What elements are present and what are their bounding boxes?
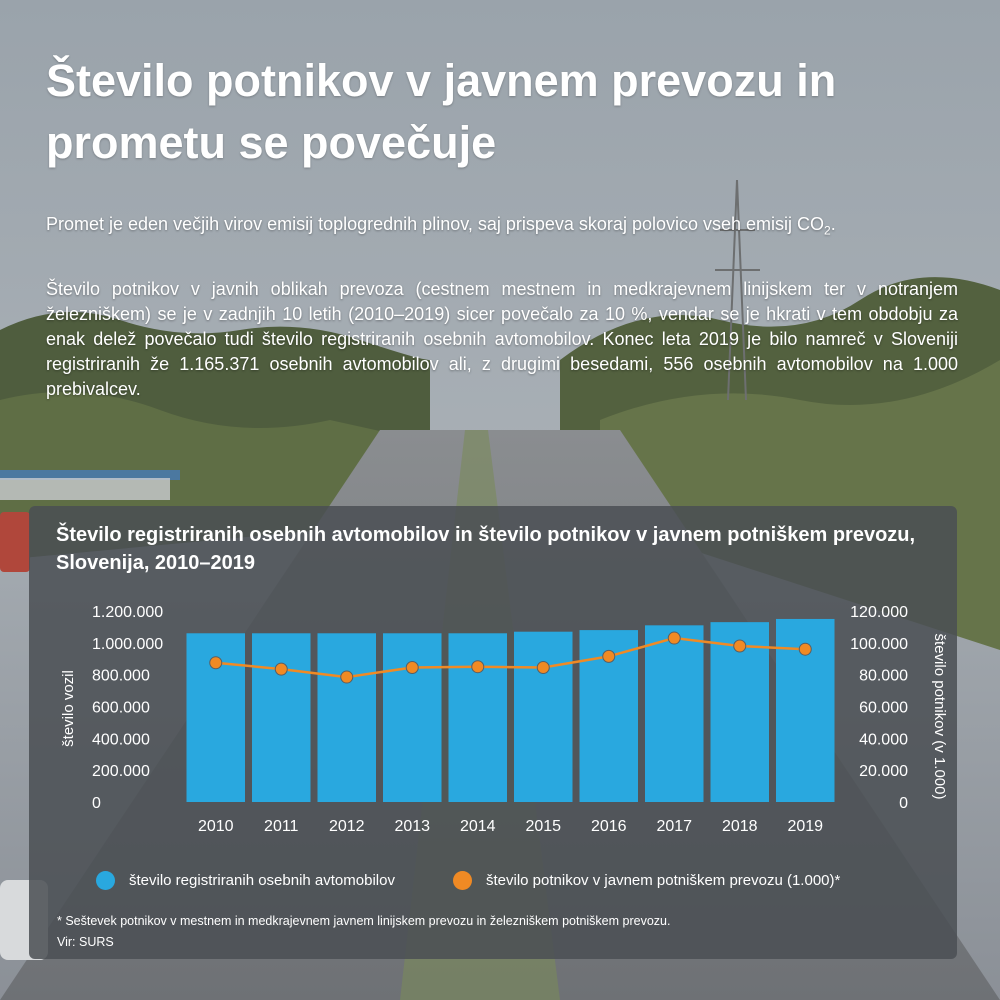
y-tick-right: 60.000 xyxy=(859,700,908,717)
y-axis-label-left: število vozil xyxy=(60,670,77,747)
y-tick-left: 800.000 xyxy=(92,668,150,685)
passenger-point xyxy=(340,670,354,684)
y-tick-right: 120.000 xyxy=(850,604,908,621)
y-tick-left: 400.000 xyxy=(92,731,150,748)
detail-paragraph: Število potnikov v javnih oblikah prevoz… xyxy=(46,279,958,399)
legend-label-cars: število registriranih osebnih avtomobilo… xyxy=(129,871,395,889)
passenger-point xyxy=(405,661,419,675)
x-tick-label: 2015 xyxy=(525,818,561,835)
x-tick-label: 2018 xyxy=(722,818,758,835)
footnote: * Seštevek potnikov v mestnem in medkraj… xyxy=(57,914,671,928)
bar xyxy=(645,625,704,802)
source-note: Vir: SURS xyxy=(57,935,114,949)
y-tick-right: 20.000 xyxy=(859,763,908,780)
bar xyxy=(252,633,311,802)
bar xyxy=(448,633,507,802)
passenger-point xyxy=(733,639,747,653)
passenger-point xyxy=(536,661,550,675)
legend-bar-swatch xyxy=(96,870,115,890)
bar xyxy=(514,631,573,802)
y-tick-left: 200.000 xyxy=(92,763,150,780)
y-tick-right: 0 xyxy=(899,795,908,812)
y-tick-right: 40.000 xyxy=(859,731,908,748)
page-headline: Število potnikov v javnem prevozu in pro… xyxy=(46,55,837,168)
y-tick-left: 1.200.000 xyxy=(92,604,163,621)
passenger-point xyxy=(602,649,616,663)
co2-subscript: 2 xyxy=(824,223,831,238)
bar xyxy=(383,633,442,802)
x-tick-label: 2019 xyxy=(787,818,823,835)
passenger-point xyxy=(798,642,812,656)
intro-period: . xyxy=(830,214,836,234)
passenger-point xyxy=(471,660,485,674)
x-tick-label: 2014 xyxy=(460,818,496,835)
y-tick-left: 1.000.000 xyxy=(92,636,163,653)
legend-item-cars: število registriranih osebnih avtomobilo… xyxy=(96,868,395,892)
chart-title: Število registriranih osebnih avtomobilo… xyxy=(56,524,916,574)
x-tick-label: 2017 xyxy=(656,818,692,835)
legend-label-passengers: število potnikov v javnem potniškem prev… xyxy=(486,871,841,889)
x-tick-label: 2016 xyxy=(591,818,627,835)
y-tick-left: 600.000 xyxy=(92,700,150,717)
intro-text: Promet je eden večjih virov emisij toplo… xyxy=(46,214,825,234)
y-axis-label-right: število potnikov (v 1.000) xyxy=(931,634,948,800)
passenger-point xyxy=(274,662,288,676)
passenger-point xyxy=(209,656,223,670)
x-tick-label: 2013 xyxy=(394,818,430,835)
passenger-point xyxy=(667,631,681,645)
y-tick-right: 100.000 xyxy=(850,636,908,653)
y-tick-right: 80.000 xyxy=(859,668,908,685)
legend-line-swatch xyxy=(453,870,472,890)
x-tick-label: 2012 xyxy=(329,818,365,835)
x-tick-label: 2011 xyxy=(264,818,299,835)
bar xyxy=(317,633,376,802)
intro-paragraph: Promet je eden večjih virov emisij toplo… xyxy=(46,212,958,244)
y-tick-left: 0 xyxy=(92,795,101,812)
passenger-line xyxy=(215,636,806,679)
x-tick-label: 2010 xyxy=(198,818,234,835)
legend-item-passengers: število potnikov v javnem potniškem prev… xyxy=(453,868,840,892)
